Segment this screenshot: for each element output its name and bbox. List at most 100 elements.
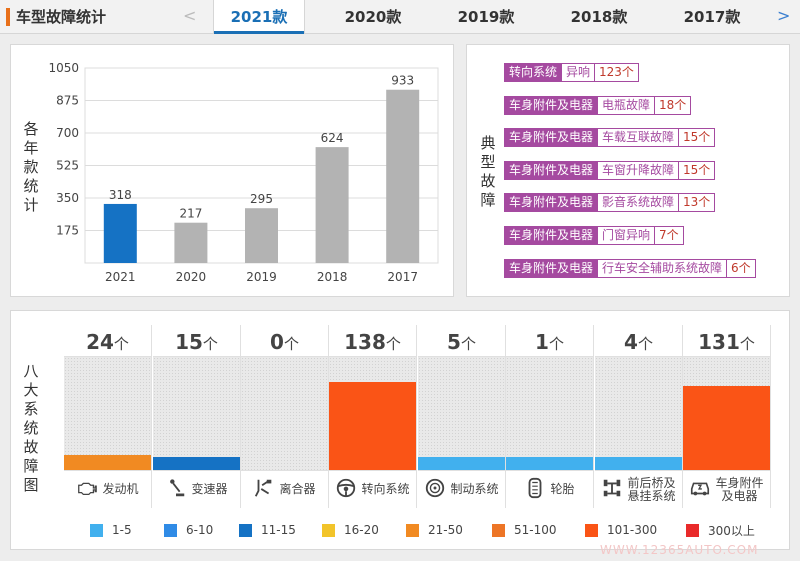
tire-icon — [524, 477, 546, 502]
fault-item[interactable]: 车身附件及电器 行车安全辅助系统故障 6个 — [504, 258, 756, 278]
tab-2017[interactable]: 2017款 — [683, 8, 741, 26]
fault-item[interactable]: 转向系统 异响 123个 — [504, 63, 639, 82]
y-tick-label: 350 — [56, 191, 79, 205]
system-label[interactable]: 变速器 — [153, 470, 241, 508]
system-column[interactable]: 5个 — [418, 325, 506, 470]
fault-item[interactable]: 车身附件及电器 门窗异响 7个 — [504, 226, 684, 245]
tab-2020[interactable]: 2020款 — [344, 8, 402, 26]
legend-label: 51-100 — [514, 523, 557, 537]
title-accent-bar — [6, 8, 10, 26]
x-tick-label: 2017 — [387, 270, 418, 284]
legend-item: 1-5 — [90, 523, 132, 537]
fault-item[interactable]: 车身附件及电器 电瓶故障 18个 — [504, 95, 692, 115]
system-label[interactable]: 车身附件 及电器 — [683, 470, 771, 508]
fault-category: 车身附件及电器 — [504, 258, 599, 278]
legend-label: 300以上 — [708, 523, 755, 538]
system-label[interactable]: 发动机 — [64, 470, 152, 508]
bar-2018[interactable] — [315, 147, 349, 263]
system-name: 转向系统 — [361, 483, 409, 496]
system-name: 发动机 — [102, 483, 138, 496]
system-column[interactable]: 1个 — [506, 325, 594, 470]
system-label[interactable]: 制动系统 — [418, 470, 506, 508]
bar-2020[interactable] — [174, 222, 208, 263]
fault-item[interactable]: 车身附件及电器 影音系统故障 13个 — [504, 193, 716, 213]
typical-faults-title: 典型故障 — [480, 134, 496, 209]
system-count: 131个 — [683, 325, 770, 357]
system-count-unit: 个 — [637, 335, 653, 353]
legend-swatch — [686, 523, 699, 537]
fault-category: 转向系统 — [504, 63, 563, 82]
system-column[interactable]: 138个 — [329, 325, 417, 470]
brake-disc-icon — [424, 477, 446, 502]
fault-item[interactable]: 车身附件及电器 车窗升降故障 15个 — [504, 160, 716, 180]
system-name: 轮胎 — [550, 483, 574, 496]
system-name-line: 制动系统 — [450, 482, 499, 496]
system-name-line: 车身附件 — [715, 475, 764, 490]
system-column[interactable]: 15个 — [153, 325, 241, 470]
fault-count: 13个 — [679, 193, 716, 213]
bar-2019[interactable] — [245, 208, 278, 263]
system-label[interactable]: 离合器 — [241, 470, 329, 508]
system-label[interactable]: 前后桥及 悬挂系统 — [595, 470, 683, 508]
bar-value-label: 318 — [109, 188, 132, 202]
engine-icon — [76, 477, 98, 502]
system-bar — [329, 381, 416, 470]
legend-item: 300以上 — [686, 523, 755, 538]
system-name-line: 离合器 — [279, 482, 316, 496]
legend-label: 16-20 — [344, 523, 379, 537]
system-count-value: 24 — [86, 330, 114, 354]
tab-2021[interactable]: 2021款 — [213, 0, 305, 34]
system-column[interactable]: 4个 — [595, 325, 683, 470]
legend-swatch — [585, 523, 598, 537]
fault-item[interactable]: 车身附件及电器 车载互联故障 15个 — [504, 128, 716, 148]
fault-count: 18个 — [655, 95, 692, 115]
tab-2019[interactable]: 2019款 — [457, 8, 515, 26]
system-bar — [64, 454, 151, 470]
system-count-value: 138 — [344, 330, 386, 354]
system-name: 前后桥及 悬挂系统 — [627, 475, 676, 503]
system-name-line: 前后桥及 — [627, 475, 676, 490]
system-name-line: 悬挂系统 — [627, 488, 676, 503]
fault-count: 123个 — [595, 63, 639, 82]
system-count-value: 5 — [447, 330, 461, 354]
fault-count: 6个 — [727, 258, 756, 278]
system-column[interactable]: 131个 — [683, 325, 771, 470]
system-column[interactable]: 24个 — [64, 325, 152, 470]
system-count: 5个 — [418, 325, 505, 357]
system-count-unit: 个 — [460, 335, 476, 353]
legend-label: 21-50 — [428, 523, 463, 537]
system-bar-area — [418, 357, 505, 470]
system-count-value: 15 — [175, 330, 203, 354]
fault-name: 异响 — [562, 63, 596, 82]
system-count: 1个 — [506, 325, 593, 357]
system-label[interactable]: 轮胎 — [506, 470, 594, 508]
legend-swatch — [239, 523, 252, 537]
system-count: 0个 — [241, 325, 328, 357]
system-count-unit: 个 — [548, 335, 564, 353]
y-tick-label: 875 — [56, 94, 79, 108]
system-name-line: 轮胎 — [550, 482, 575, 496]
tab-2018[interactable]: 2018款 — [570, 8, 628, 26]
bar-value-label: 295 — [250, 192, 273, 206]
system-count-unit: 个 — [739, 335, 755, 353]
system-count-value: 4 — [624, 330, 638, 354]
prev-arrow-icon[interactable]: < — [183, 6, 197, 25]
x-tick-label: 2018 — [317, 270, 348, 284]
next-arrow-icon[interactable]: > — [777, 6, 791, 25]
fault-name: 门窗异响 — [598, 226, 656, 245]
bar-2021[interactable] — [103, 203, 137, 263]
system-column[interactable]: 0个 — [241, 325, 329, 470]
system-name: 离合器 — [279, 483, 315, 496]
system-bar — [418, 457, 505, 470]
fault-count: 15个 — [679, 128, 716, 148]
system-count-value: 0 — [270, 330, 284, 354]
system-bar-area — [153, 357, 240, 470]
bar-2017[interactable] — [386, 89, 420, 263]
yearly-ylabel: 各年款统计 — [23, 120, 39, 214]
system-count-value: 131 — [698, 330, 740, 354]
legend-item: 101-300 — [585, 523, 657, 537]
system-bar-area — [64, 357, 151, 470]
legend-swatch — [492, 523, 505, 537]
fault-category: 车身附件及电器 — [504, 128, 599, 148]
system-label[interactable]: 转向系统 — [329, 470, 417, 508]
